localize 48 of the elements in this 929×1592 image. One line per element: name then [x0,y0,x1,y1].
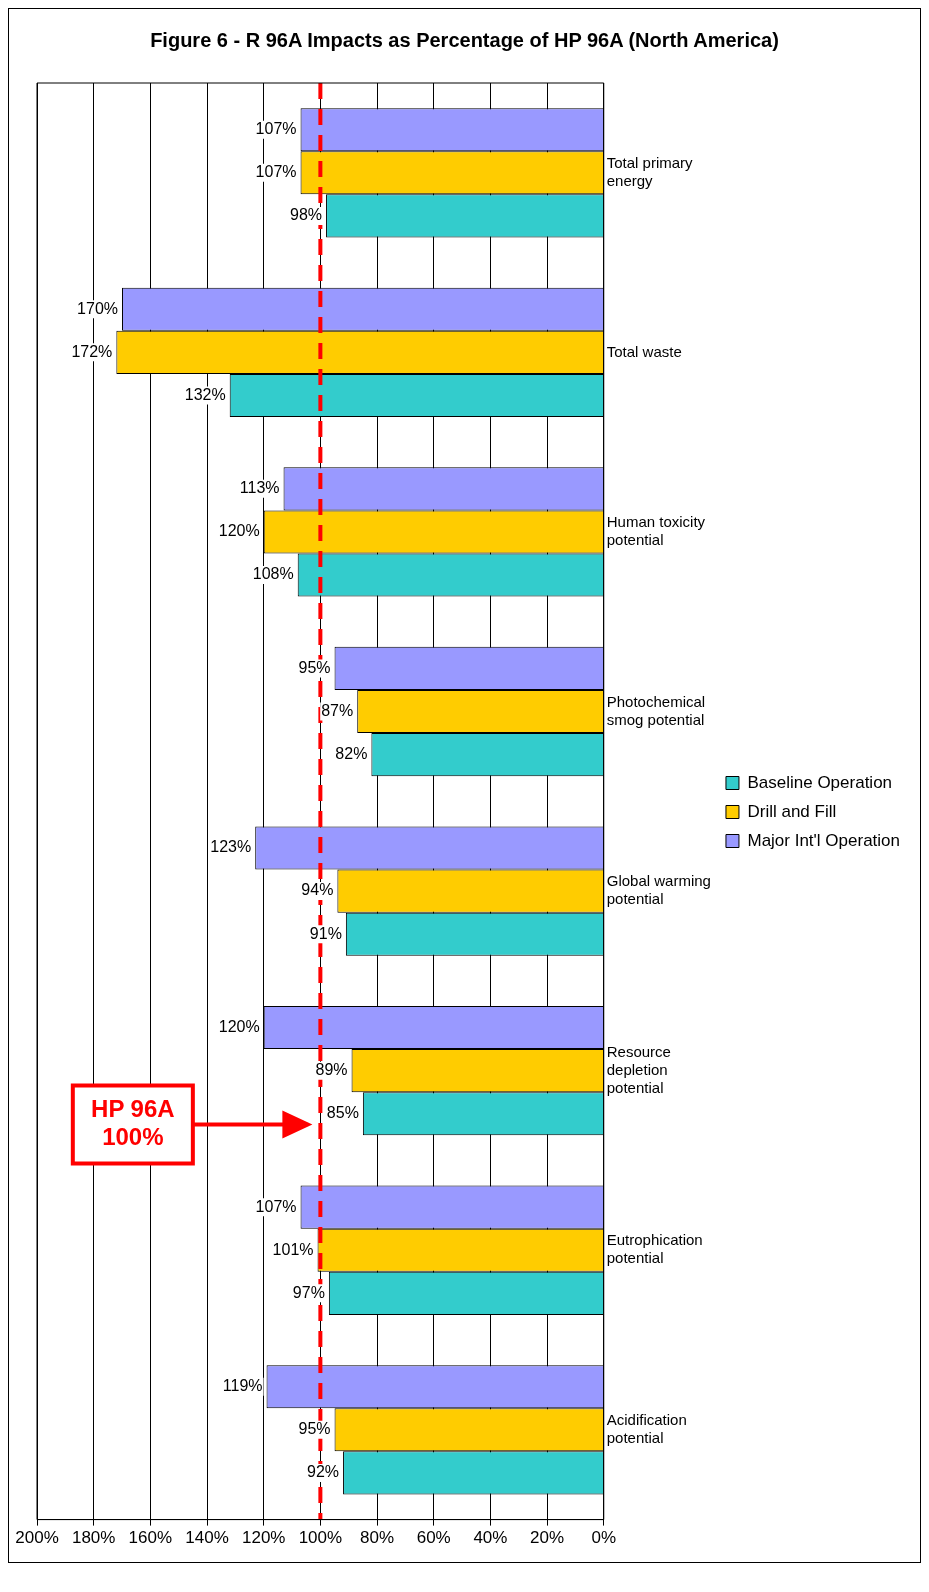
data-label: 170% [77,299,119,317]
data-label: 120% [218,1017,260,1035]
data-label: 119% [222,1377,263,1395]
data-label: 120% [218,522,260,540]
data-label: 98% [290,206,323,224]
x-tick-label: 120% [241,1528,286,1548]
data-label: 91% [309,924,342,942]
y-tick-label: Global warming potential [606,872,711,908]
data-label: 95% [298,1420,331,1438]
x-tick-label: 20% [530,1528,565,1548]
y-tick-label: Photochemical smog potential [606,692,706,728]
data-label: 85% [326,1104,359,1122]
x-tick-label: 40% [473,1528,508,1548]
data-label: 107% [255,120,297,138]
x-tick-label: 0% [591,1528,617,1548]
data-label: 87% [321,701,354,719]
data-label: 95% [298,658,331,676]
data-label: 172% [71,342,113,360]
x-tick-label: 180% [71,1528,116,1548]
x-tick-label: 200% [15,1528,59,1548]
y-tick-label: Human toxicity potential [606,513,706,549]
x-tick-label: 60% [416,1528,451,1548]
data-label: 101% [272,1240,314,1258]
data-label: 123% [210,838,252,856]
y-tick-label: Eutrophication potential [606,1231,703,1267]
x-tick-label: 100% [298,1528,343,1548]
data-label: 132% [184,385,226,403]
y-tick-label: Total primary energy [606,153,694,189]
data-label: 97% [292,1283,325,1301]
legend-label: Major Int'l Operation [747,830,901,850]
data-label: 89% [315,1061,348,1079]
data-label: 107% [255,163,297,181]
y-tick-label: Resource depletion potential [606,1042,671,1096]
legend-label: Drill and Fill [747,801,837,821]
data-label: 82% [335,745,368,763]
legend-label: Baseline Operation [747,772,893,792]
data-label: 113% [239,479,280,497]
x-tick-label: 160% [128,1528,173,1548]
y-tick-label: Acidification potential [606,1410,687,1446]
x-tick-label: 140% [185,1528,229,1548]
data-label: 92% [307,1463,340,1481]
data-label: 94% [301,881,334,899]
ref-line-label: HP 96A 100% [91,1095,175,1151]
data-label: 108% [252,565,294,583]
chart-title: Figure 6 - R 96A Impacts as Percentage of HP 96A (North America) [149,28,780,53]
x-tick-label: 80% [360,1528,395,1548]
y-tick-label: Total waste [606,342,682,360]
data-label: 107% [255,1197,297,1215]
